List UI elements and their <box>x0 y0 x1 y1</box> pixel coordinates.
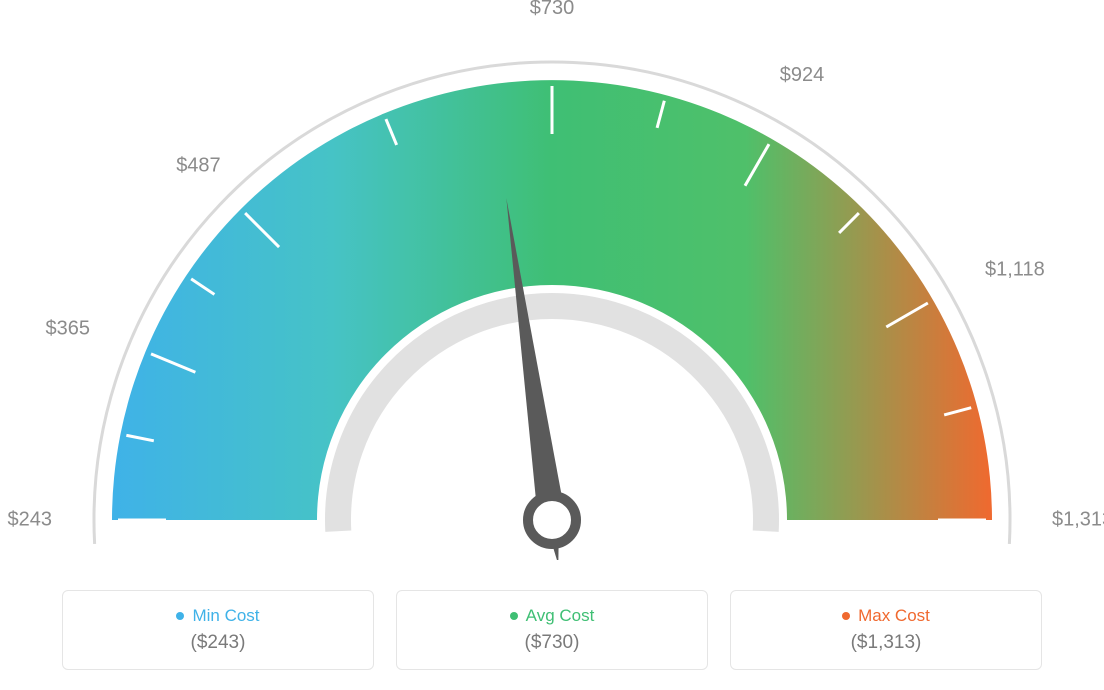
legend-label-avg: Avg Cost <box>526 606 595 626</box>
gauge-tick-label: $1,313 <box>1052 509 1104 532</box>
legend-dot-avg <box>510 612 518 620</box>
gauge-svg <box>72 40 1032 560</box>
legend-label-min: Min Cost <box>192 606 259 626</box>
legend-box-avg: Avg Cost ($730) <box>396 590 708 670</box>
gauge-tick-label: $487 <box>176 155 221 178</box>
legend-dot-max <box>842 612 850 620</box>
gauge-tick-label: $924 <box>780 64 825 87</box>
legend-title-min: Min Cost <box>176 606 259 626</box>
legend-row: Min Cost ($243) Avg Cost ($730) Max Cost… <box>62 590 1042 670</box>
gauge-tick-label: $1,118 <box>985 259 1045 282</box>
legend-label-max: Max Cost <box>858 606 930 626</box>
gauge-chart: $243$365$487$730$924$1,118$1,313 <box>72 40 1032 560</box>
legend-box-min: Min Cost ($243) <box>62 590 374 670</box>
legend-title-avg: Avg Cost <box>510 606 595 626</box>
legend-title-max: Max Cost <box>842 606 930 626</box>
gauge-tick-label: $730 <box>530 0 575 20</box>
gauge-tick-label: $365 <box>46 317 91 340</box>
gauge-tick-label: $243 <box>8 509 53 532</box>
legend-value-min: ($243) <box>191 632 246 654</box>
legend-dot-min <box>176 612 184 620</box>
legend-value-avg: ($730) <box>525 632 580 654</box>
legend-box-max: Max Cost ($1,313) <box>730 590 1042 670</box>
legend-value-max: ($1,313) <box>851 632 922 654</box>
